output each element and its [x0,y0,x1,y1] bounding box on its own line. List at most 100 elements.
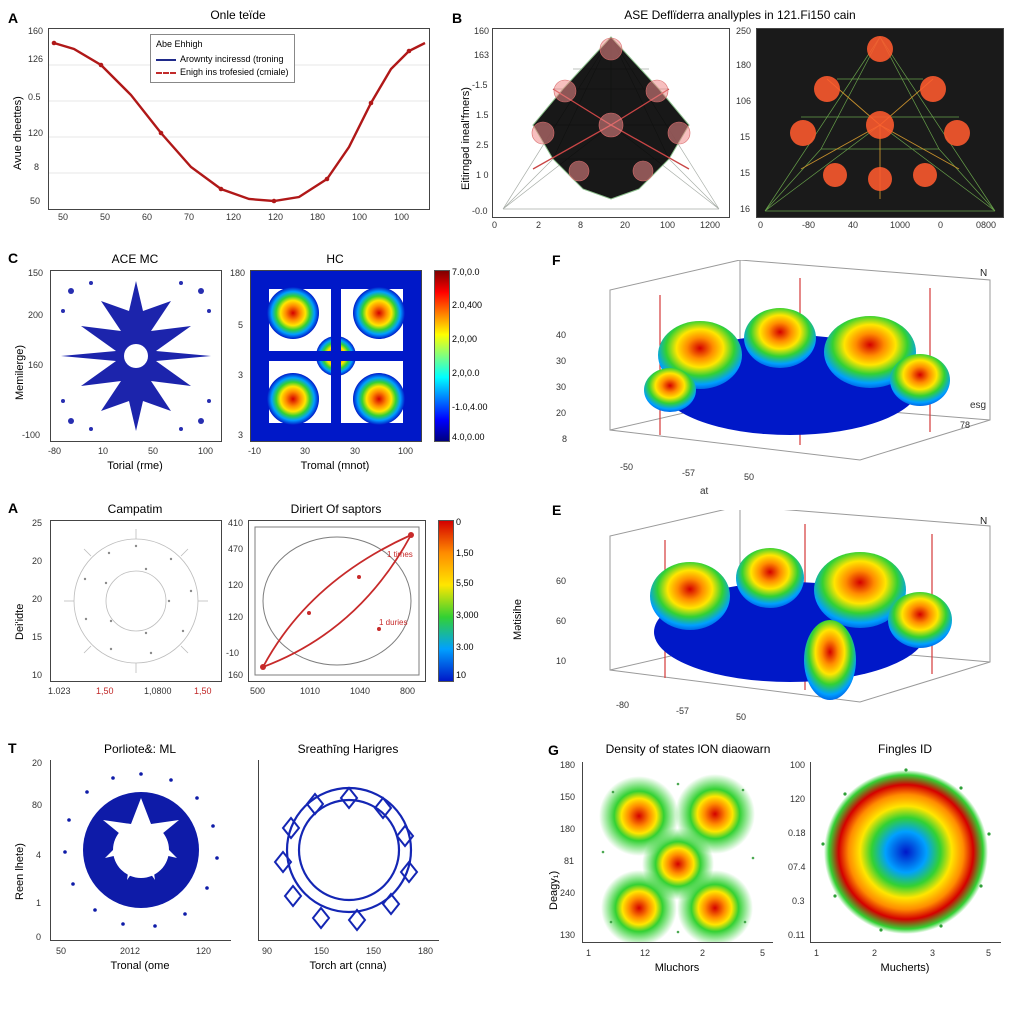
t: 120 [268,212,283,222]
panel-A2-label: A [8,500,18,516]
t: -50 [620,462,633,472]
t: 180 [230,268,245,278]
legend-title: Abe Ehhigh [156,38,289,51]
t: 1000 [890,220,910,230]
t: -57 [676,706,689,716]
t: 180 [418,946,433,956]
t: 150 [366,946,381,956]
panel-A-label: A [8,10,18,26]
t: 160 [474,26,489,36]
t: 2 [700,948,705,958]
t: 120 [226,212,241,222]
t: 60 [556,616,566,626]
t: 5 [986,948,991,958]
t: 30 [556,356,566,366]
t: 2 [536,220,541,230]
t: -57 [682,468,695,478]
t: 10 [556,656,566,666]
t: 70 [184,212,194,222]
t: 50 [58,212,68,222]
t: 3.00 [456,642,474,652]
t-left-plot [50,760,231,941]
t: -0.0 [472,206,488,216]
t: 0.18 [788,828,806,838]
t: 0 [36,932,41,942]
a2-right-plot: 1 times 1 duries [248,520,426,682]
t: 2 [872,948,877,958]
t: 60 [142,212,152,222]
panel-E-label: E [552,502,561,518]
t: 100 [398,446,413,456]
t: 120 [28,128,43,138]
t: 2012 [120,946,140,956]
leg0: Arownty inciressd (troning [180,53,284,66]
t: 1,50 [96,686,114,696]
t: 50 [736,712,746,722]
t: 163 [474,50,489,60]
c-left-svg [51,271,221,441]
t: 16 [740,204,750,214]
t: 1200 [700,220,720,230]
g-right-title: Fingles ID [810,742,1000,756]
panel-C-right-title: HC [250,252,420,266]
t: 120 [196,946,211,956]
g-right-plot [810,762,1001,943]
t: 07.4 [788,862,806,872]
panel-B-label: B [452,10,462,26]
a2-annot0: 1 times [387,550,413,559]
t: 15 [740,132,750,142]
t: 120 [228,580,243,590]
panel-F-plot: N [570,260,1000,480]
t: 180 [560,824,575,834]
t: -80 [616,700,629,710]
t: 50 [148,446,158,456]
t: 1.023 [48,686,71,696]
g-left-ylabel: Deagy₁) [548,871,560,910]
a2-colorbar: 0 1,50 5,50 3,000 3.00 10 [438,520,452,680]
t: 5,50 [456,578,474,588]
t: 10 [32,670,42,680]
t: 81 [564,856,574,866]
t: 0 [456,517,461,527]
t: 2.5 [476,140,489,150]
t: 4 [36,850,41,860]
t: 250 [736,26,751,36]
t: 150 [560,792,575,802]
t: 3,000 [456,610,479,620]
panel-T-label: T [8,740,17,756]
t: 106 [736,96,751,106]
g-left-xlabel: Mluchors [582,962,772,974]
panel-A-ylabel: Avue dheettes) [12,96,24,170]
panel-G-label: G [548,742,559,758]
t: 2,0,0.0 [452,368,480,378]
panel-E-ylabel: Mətisihe [512,599,524,640]
t: 0 [938,220,943,230]
t: 12 [640,948,650,958]
t: 7.0,0.0 [452,267,480,277]
f-xlabel: at [700,486,708,497]
t: 50 [30,196,40,206]
panel-B-right-svg [757,29,1003,217]
panel-B-left [492,28,730,218]
g-right-xlabel: Mucherts) [810,962,1000,974]
panel-B-title: ASE Deflïderra anallyples in 121.Fi150 c… [480,8,1000,22]
t: 30 [556,382,566,392]
panel-B-right [756,28,1004,218]
t: 1 [814,948,819,958]
t: 180 [560,760,575,770]
t: 10 [98,446,108,456]
a2-left-title: Campatim [50,502,220,516]
t-right-plot [258,760,439,941]
panel-C-label: C [8,250,18,266]
t: 500 [250,686,265,696]
panel-B-left-svg [493,29,729,217]
panel-A-legend: Abe Ehhigh Arownty inciressd (troning En… [150,34,295,83]
t: 20 [556,408,566,418]
t: 240 [560,888,575,898]
t: 1 [36,898,41,908]
t: 200 [28,310,43,320]
t: 60 [556,576,566,586]
t: 50 [100,212,110,222]
t: 160 [228,670,243,680]
t: 100 [352,212,367,222]
